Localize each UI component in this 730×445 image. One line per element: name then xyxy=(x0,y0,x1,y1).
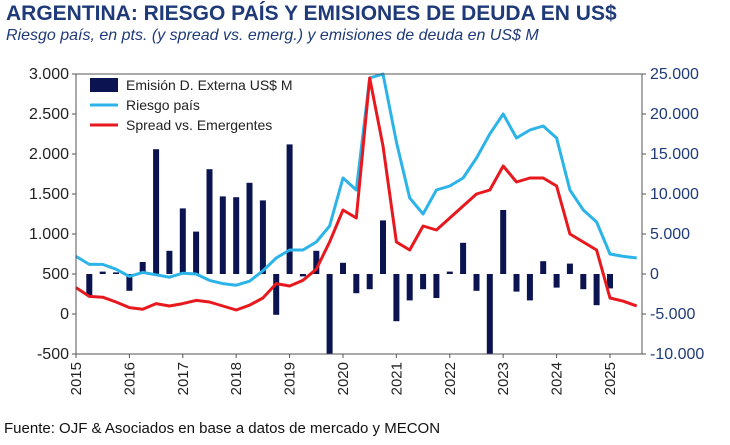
bar-emision xyxy=(246,182,253,274)
bar-emision xyxy=(580,274,587,290)
lines-layer xyxy=(75,72,638,312)
bar-emision xyxy=(406,274,413,301)
left-tick-label: 1.500 xyxy=(29,186,69,203)
right-tick-label: 10.000 xyxy=(650,186,699,203)
bar-emision xyxy=(139,262,146,274)
right-axis: -10.000 -5.000 0 5.000 10.000 15.000 20.000 25.… xyxy=(642,66,704,363)
right-tick-label: 20.000 xyxy=(650,106,699,123)
bar-emision xyxy=(179,208,186,274)
source-note: Fuente: OJF & Asociados en base a datos … xyxy=(4,420,441,437)
chart-subtitle: Riesgo país, en pts. (y spread vs. emerg… xyxy=(6,27,539,44)
x-tick-label: 2015 xyxy=(68,362,85,395)
bar-emision xyxy=(420,274,427,290)
bar-emision xyxy=(326,274,333,354)
right-tick-label: -5.000 xyxy=(650,306,695,323)
bar-emision xyxy=(433,274,440,298)
bar-emision xyxy=(353,274,360,294)
x-tick-label: 2020 xyxy=(335,362,352,395)
bar-emision xyxy=(86,274,93,296)
bar-emision xyxy=(299,274,306,277)
bar-emision xyxy=(233,197,240,274)
legend-label-bars: Emisión D. Externa US$ M xyxy=(126,77,293,93)
legend-label-spread: Spread vs. Emergentes xyxy=(126,117,272,133)
x-tick-label: 2023 xyxy=(495,362,512,395)
x-tick-label: 2022 xyxy=(442,362,459,395)
left-tick-label: 2.500 xyxy=(29,106,69,123)
x-tick-label: 2021 xyxy=(388,362,405,395)
bar-emision xyxy=(313,250,320,274)
bar-emision xyxy=(126,274,133,291)
bar-emision xyxy=(446,271,453,274)
bar-emision xyxy=(273,274,280,315)
left-tick-label: 1.000 xyxy=(29,226,69,243)
bar-emision xyxy=(486,274,493,354)
bar-emision xyxy=(366,274,373,290)
legend: Emisión D. Externa US$ M Riesgo país Sprea… xyxy=(90,77,293,133)
x-tick-label: 2018 xyxy=(228,362,245,395)
left-tick-label: 0 xyxy=(60,306,69,323)
left-tick-label: 500 xyxy=(42,266,69,283)
bar-emision xyxy=(340,262,346,274)
x-axis: 2015 2016 2017 2018 2019 2020 2021 2022 2023 2024… xyxy=(68,354,619,395)
bar-emision xyxy=(540,261,547,274)
plot-frame xyxy=(75,73,643,355)
bars-layer xyxy=(86,144,613,354)
bar-emision xyxy=(566,263,573,274)
left-tick-label: 2.000 xyxy=(29,146,69,163)
bar-emision xyxy=(206,169,213,274)
bar-emision xyxy=(607,274,613,289)
bar-emision xyxy=(153,149,160,274)
bar-emision xyxy=(526,274,533,301)
bar-emision xyxy=(99,271,106,274)
right-tick-label: 0 xyxy=(650,266,659,283)
bar-emision xyxy=(380,220,386,274)
bar-emision xyxy=(473,274,480,291)
line-riesgo-pais xyxy=(75,72,637,287)
legend-swatch-bars xyxy=(90,78,118,92)
bar-emision xyxy=(193,231,200,274)
chart-svg: -500 0 500 1.000 1.500 2.000 2.500 3.000 -10.00… xyxy=(29,66,704,395)
x-tick-label: 2019 xyxy=(282,362,299,395)
bar-emision xyxy=(219,196,226,274)
left-axis: -500 0 500 1.000 1.500 2.000 2.500 3.000 xyxy=(29,66,76,363)
bar-emision xyxy=(460,242,467,274)
right-tick-label: 5.000 xyxy=(650,226,690,243)
x-tick-label: 2017 xyxy=(175,362,192,395)
bar-emision xyxy=(593,274,600,306)
left-tick-label: -500 xyxy=(37,346,69,363)
right-tick-label: 15.000 xyxy=(650,146,699,163)
bar-emision xyxy=(259,200,266,274)
right-tick-label: -10.000 xyxy=(650,346,704,363)
x-tick-label: 2025 xyxy=(602,362,619,395)
right-tick-label: 25.000 xyxy=(650,66,699,83)
bar-emision xyxy=(500,210,507,274)
chart-title: ARGENTINA: RIESGO PAÍS Y EMISIONES DE DE… xyxy=(6,2,617,25)
bar-emision xyxy=(166,250,173,274)
x-tick-label: 2016 xyxy=(121,362,138,395)
bar-emision xyxy=(513,274,520,292)
bar-emision xyxy=(113,272,119,274)
left-tick-label: 3.000 xyxy=(29,66,69,83)
bar-emision xyxy=(553,274,560,288)
bar-emision xyxy=(393,274,400,322)
legend-label-riesgo: Riesgo país xyxy=(126,97,200,113)
line-spread-emergentes xyxy=(75,76,638,312)
x-tick-label: 2024 xyxy=(549,362,566,395)
bar-emision xyxy=(286,144,293,274)
